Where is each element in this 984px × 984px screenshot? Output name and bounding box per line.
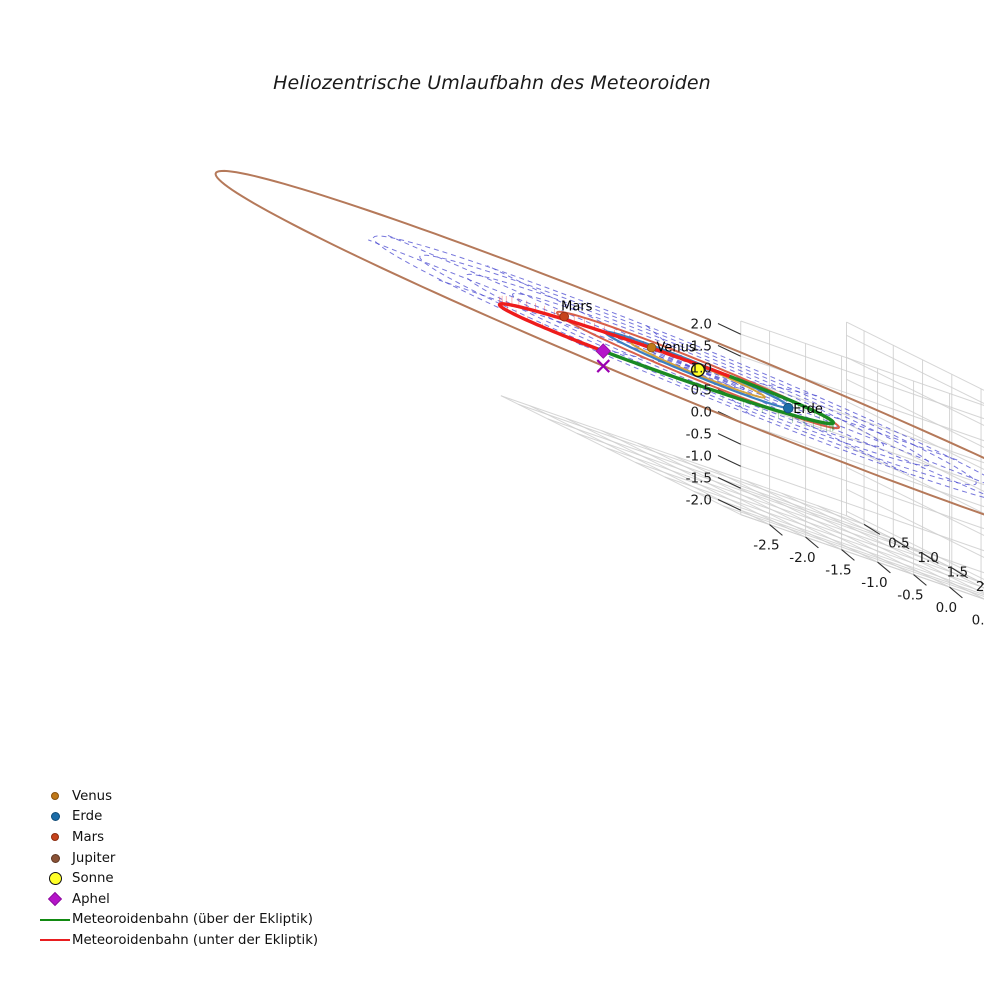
legend-item-jupiter: Jupiter: [38, 848, 368, 869]
tick-label: -1.5: [825, 562, 851, 578]
legend-marker: [38, 892, 72, 907]
tick-label: 0.5: [888, 535, 909, 551]
legend-diamond-swatch: [47, 892, 63, 907]
legend-line-swatch: [40, 918, 70, 921]
tick-label: -1.5: [686, 470, 712, 486]
mars-marker: [559, 311, 569, 322]
tick-label: 1.0: [690, 360, 711, 376]
tick-label: -1.0: [686, 448, 712, 464]
earth-marker: [783, 402, 794, 414]
body-label-erde: Erde: [793, 402, 823, 417]
legend-item-erde: Erde: [38, 807, 368, 828]
legend-label: Jupiter: [72, 850, 116, 866]
legend-marker: [38, 792, 72, 801]
legend-label: Mars: [72, 829, 105, 845]
legend-item-meteoroidenbahn: Meteoroidenbahn (über der Ekliptik): [38, 910, 368, 931]
page-title: Heliozentrische Umlaufbahn des Meteoroid…: [273, 72, 711, 94]
legend-label: Erde: [72, 809, 103, 825]
tick-label: -0.5: [897, 587, 923, 603]
legend-item-mars: Mars: [38, 827, 368, 848]
venus-marker: [646, 342, 657, 353]
sun-marker: [690, 362, 706, 378]
tick-label: -2.5: [753, 537, 779, 553]
tick-label: 2.0: [976, 579, 984, 595]
tick-label: 1.5: [690, 338, 711, 354]
tick-label: 1.5: [947, 564, 968, 580]
legend-marker: [38, 833, 72, 842]
legend-item-aphel: Aphel: [38, 889, 368, 910]
legend-marker: [38, 918, 72, 921]
legend-dot-swatch: [51, 833, 59, 842]
body-label-venus: Venus: [657, 341, 696, 356]
aphel-marker: [595, 343, 612, 359]
legend-item-venus: Venus: [38, 786, 368, 807]
tick-label: 0.5: [690, 382, 711, 398]
legend-dot-swatch: [50, 853, 60, 863]
legend-marker: [38, 872, 72, 886]
body-markers: [559, 311, 794, 414]
tick-label: -2.0: [789, 550, 815, 566]
orbit-path: [214, 169, 984, 516]
tick-label: 1.0: [917, 550, 938, 566]
legend-label: Meteoroidenbahn (über der Ekliptik): [72, 912, 313, 928]
orbit-path: [556, 310, 840, 430]
aphel-cross-icon: [596, 359, 611, 373]
tick-label: 0.0: [690, 404, 711, 420]
legend-dot-swatch: [48, 872, 62, 886]
legend-dot-swatch: [51, 792, 59, 801]
axes-panes: [500, 320, 984, 600]
tick-label: 0.5: [972, 612, 984, 628]
legend-line-swatch: [40, 939, 70, 942]
tick-label: 2.0: [690, 316, 711, 332]
legend-marker: [38, 812, 72, 822]
legend-dot-swatch: [50, 812, 60, 822]
legend: Venus Erde Mars Jupiter Sonne Aphel Meteoroide…: [38, 786, 368, 951]
legend-label: Aphel: [72, 891, 110, 907]
legend-label: Sonne: [72, 871, 114, 887]
tick-label: -0.5: [686, 426, 712, 442]
tick-label: -1.0: [861, 575, 887, 591]
legend-label: Venus: [72, 788, 113, 804]
legend-marker: [38, 939, 72, 942]
body-labels: Mars Venus Erde: [561, 300, 823, 417]
axis-tick-labels: -2.5 -2.0 -1.5 -1.0 -0.5 0.0 0.5 1.0 1.5 0.5 1.0 1.…: [686, 316, 984, 628]
legend-item-meteoroidenbahn: Meteoroidenbahn (unter der Ekliptik): [38, 930, 368, 951]
body-label-mars: Mars: [561, 300, 593, 315]
legend-marker: [38, 853, 72, 863]
tick-label: 0.0: [936, 600, 957, 616]
legend-label: Meteoroidenbahn (unter der Ekliptik): [72, 932, 319, 948]
legend-item-sonne: Sonne: [38, 868, 368, 889]
polar-grid: [368, 234, 984, 498]
tick-label: -2.0: [686, 492, 712, 508]
